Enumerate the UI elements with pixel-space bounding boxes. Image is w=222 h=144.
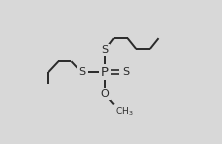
Text: S: S (122, 67, 129, 77)
Text: P: P (101, 66, 109, 78)
Text: CH$_3$: CH$_3$ (115, 105, 133, 118)
Text: O: O (101, 89, 110, 99)
Text: S: S (102, 45, 109, 55)
Text: S: S (78, 67, 85, 77)
